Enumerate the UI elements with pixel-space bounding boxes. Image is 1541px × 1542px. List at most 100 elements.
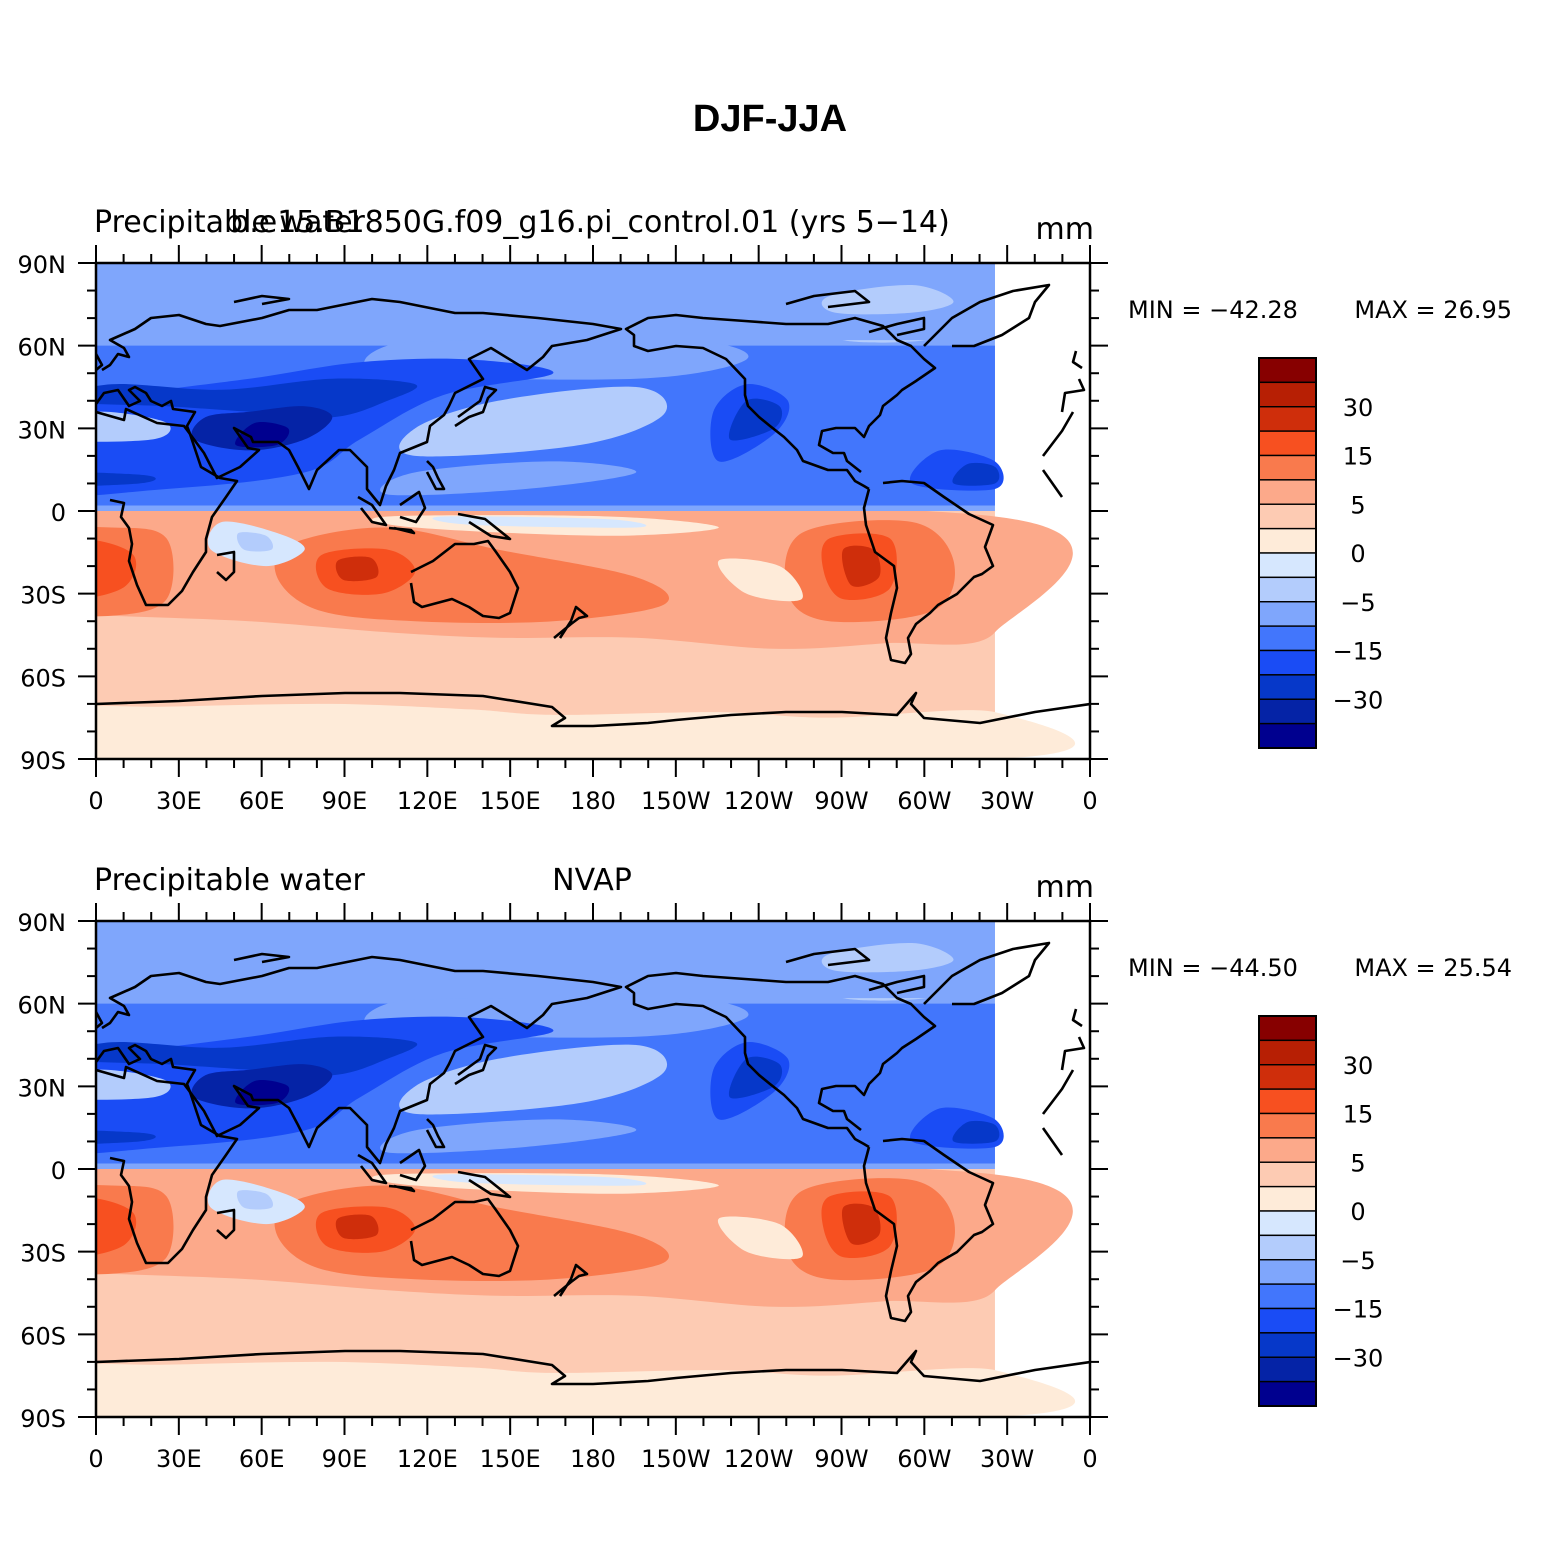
colorbar-swatch (1258, 479, 1317, 505)
coastline (457, 1170, 512, 1199)
coastline (553, 1263, 589, 1298)
lat-label: 60N (18, 992, 67, 1020)
lon-label: 0 (88, 787, 103, 815)
coastline (868, 316, 926, 337)
colorbar-swatch (1258, 1185, 1317, 1212)
contour-region (96, 1069, 171, 1100)
lon-label: 60E (239, 787, 285, 815)
lat-label: 30S (20, 582, 66, 610)
lat-label: 60S (20, 1322, 66, 1350)
colorbar-label: 0 (1350, 1198, 1365, 1226)
coastline (233, 952, 291, 964)
colorbar-swatch (1258, 625, 1317, 652)
contour-region (335, 556, 379, 582)
colorbar-swatch (1258, 1210, 1317, 1237)
coastline (399, 490, 427, 524)
lon-label: 120W (724, 787, 794, 815)
lat-label: 0 (51, 1157, 66, 1185)
coastline (216, 1208, 236, 1240)
coastline (923, 283, 1051, 348)
lon-label: 60W (897, 1445, 951, 1473)
coastline (96, 1011, 104, 1029)
colorbar-swatch (1258, 674, 1317, 700)
contour-region (952, 1120, 1000, 1144)
colorbar-label: 15 (1343, 443, 1374, 471)
coastline (624, 971, 937, 1149)
coastline (96, 297, 623, 507)
lat-label: 90N (18, 909, 67, 937)
lon-label: 120E (397, 787, 458, 815)
coastline (425, 460, 446, 491)
coastline (1060, 378, 1086, 413)
max-readout: MAX = 25.54 (1354, 954, 1512, 982)
lon-label: 0 (88, 1445, 103, 1473)
contour-region (841, 545, 881, 587)
contour-region (717, 558, 803, 602)
colorbar-swatch (1258, 1380, 1317, 1407)
coastline (553, 605, 589, 640)
colorbar-label: −15 (1333, 1296, 1384, 1324)
lat-label: 60N (18, 334, 67, 362)
colorbar-swatch (1258, 1015, 1317, 1042)
lon-label: 120E (397, 1445, 458, 1473)
contour-region (841, 1203, 881, 1245)
coastline (96, 353, 104, 371)
coastline (868, 974, 926, 995)
coastline (454, 1043, 498, 1086)
colorbar-swatch (1258, 1039, 1317, 1066)
coastline (1071, 350, 1083, 370)
colorbar-label: 5 (1350, 1149, 1365, 1177)
contour-region (952, 462, 1000, 486)
coastline (785, 289, 871, 309)
colorbar-label: −5 (1340, 1247, 1375, 1275)
coastline (96, 691, 1090, 728)
coastline (96, 1349, 1090, 1386)
lon-label: 60W (897, 787, 951, 815)
contour-region (40, 547, 96, 583)
colorbar-swatch (1258, 406, 1317, 432)
colorbar-label: −30 (1333, 1344, 1384, 1372)
coastline (1060, 1036, 1086, 1071)
coastline (409, 1197, 520, 1278)
coastlines (96, 283, 1090, 728)
coastline (862, 479, 995, 665)
colorbar: 30 15 5 0 −5 −15 −30 (1258, 357, 1383, 749)
contour-region (96, 263, 995, 341)
colorbar-swatch (1258, 1088, 1317, 1115)
coastline (1071, 1008, 1083, 1028)
colorbar-label: 0 (1350, 540, 1365, 568)
contour-region (96, 703, 1076, 759)
coastline (216, 550, 236, 582)
colorbar-frame (1258, 357, 1317, 749)
colorbar-swatch (1258, 649, 1317, 676)
lon-label: 30W (980, 787, 1034, 815)
lon-label: 0 (1082, 787, 1097, 815)
contour-region (399, 1044, 668, 1115)
lat-label: 30N (18, 1074, 67, 1102)
lon-label: 90W (814, 1445, 868, 1473)
colorbar-swatch (1258, 1112, 1317, 1139)
lat-label: 90S (20, 747, 66, 775)
contour-region (236, 532, 274, 552)
lon-label: 30E (156, 787, 202, 815)
coastline (399, 1148, 427, 1182)
coastline (1041, 1069, 1075, 1115)
colorbar-swatch (1258, 698, 1317, 725)
colorbar-swatch (1258, 601, 1317, 627)
colorbar-swatch (1258, 1283, 1317, 1310)
colorbar-swatch (1258, 357, 1317, 384)
coastline (96, 1065, 239, 1265)
contour-region (96, 921, 995, 999)
colorbar-swatch (1258, 1161, 1317, 1188)
colorbar-swatch (1258, 1332, 1317, 1358)
colorbar-swatch (1258, 576, 1317, 603)
contour-region (96, 1130, 156, 1144)
max-readout: MAX = 26.95 (1354, 296, 1512, 324)
colorbar-swatch (1258, 1064, 1317, 1090)
coastline (454, 385, 498, 428)
contour-region (399, 386, 668, 457)
colorbar-label: −5 (1340, 589, 1375, 617)
lon-label: 60E (239, 1445, 285, 1473)
contour-region (96, 472, 156, 486)
contour-region (728, 1056, 783, 1099)
